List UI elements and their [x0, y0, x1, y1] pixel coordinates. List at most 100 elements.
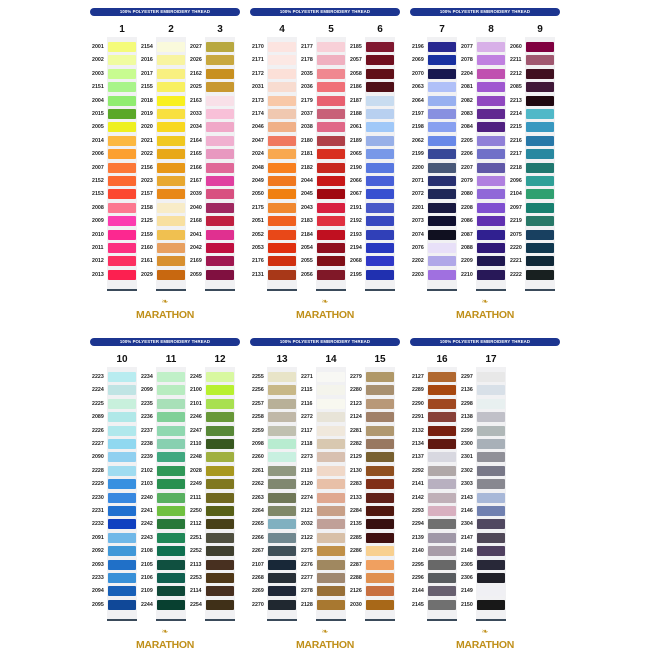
thread-swatch — [206, 216, 234, 227]
thread-swatch — [477, 492, 505, 503]
thread-swatch — [157, 202, 185, 213]
thread-swatch — [366, 269, 394, 280]
thread-code: 2243 — [141, 534, 153, 541]
thread-code: 2161 — [141, 258, 153, 265]
thread-code: 2276 — [301, 561, 313, 568]
thread-swatch — [108, 385, 136, 396]
thread-swatch — [206, 256, 234, 267]
thread-code: 2136 — [461, 387, 473, 394]
thread-swatch — [157, 243, 185, 253]
thread-swatch — [206, 546, 234, 557]
thread-code: 2282 — [350, 441, 362, 447]
thread-code: 2247 — [190, 427, 202, 434]
thread-code: 2004 — [92, 97, 104, 104]
thread-code: 2201 — [412, 204, 424, 211]
thread-code: 2081 — [461, 84, 473, 91]
thread-swatch — [268, 506, 296, 516]
thread-swatch — [477, 202, 505, 213]
thread-code: 2298 — [461, 400, 473, 407]
thread-swatch — [108, 465, 136, 476]
marathon-logo: ❧ MARATHON — [410, 298, 560, 323]
thread-swatch — [428, 479, 456, 490]
thread-code: 2005 — [92, 124, 104, 131]
thread-swatch — [317, 229, 345, 240]
thread-swatch — [108, 256, 136, 267]
thread-code: 2217 — [510, 151, 522, 158]
thread-code: 2122 — [301, 534, 313, 541]
thread-code: 2110 — [190, 441, 202, 447]
thread-code: 2118 — [301, 441, 313, 447]
thread-swatch — [366, 109, 394, 119]
thread-swatch — [268, 492, 296, 503]
thread-code: 2006 — [92, 151, 104, 158]
thread-code: 2107 — [252, 561, 264, 568]
logo-flame-icon: ❧ — [481, 297, 489, 306]
thread-code: 2203 — [412, 271, 424, 278]
thread-swatch — [366, 586, 394, 597]
thread-code: 2133 — [350, 494, 362, 501]
thread-code: 2158 — [141, 204, 153, 211]
thread-swatch — [428, 55, 456, 66]
logo-flame-icon: ❧ — [161, 297, 169, 306]
thread-swatch — [317, 412, 345, 423]
thread-swatch — [268, 372, 296, 382]
thread-code: 2153 — [92, 191, 104, 198]
card-banner: 100% POLYESTER EMBROIDERY THREAD — [250, 338, 400, 346]
thread-swatch — [526, 176, 554, 186]
thread-code: 2033 — [190, 111, 202, 117]
thread-code: 2018 — [141, 97, 153, 104]
thread-code: 2020 — [141, 124, 153, 131]
thread-code: 2258 — [252, 414, 264, 421]
thread-swatch — [526, 109, 554, 119]
thread-swatch — [477, 95, 505, 106]
thread-swatch — [428, 149, 456, 160]
thread-swatch — [366, 599, 394, 610]
thread-code: 2200 — [412, 164, 424, 171]
thread-swatch — [477, 256, 505, 267]
thread-swatch — [108, 425, 136, 436]
thread-swatch — [366, 439, 394, 449]
thread-code: 2097 — [510, 204, 522, 211]
thread-swatch — [428, 176, 456, 186]
column-number: 11 — [165, 354, 177, 365]
thread-code: 2196 — [412, 44, 424, 50]
thread-swatch — [477, 506, 505, 516]
thread-code: 2154 — [141, 44, 153, 50]
thread-code: 2030 — [350, 601, 362, 608]
thread-code: 2067 — [350, 191, 362, 198]
thread-swatch — [428, 42, 456, 52]
thread-swatch — [477, 68, 505, 79]
thread-swatch — [366, 243, 394, 253]
thread-code: 2082 — [461, 97, 473, 104]
thread-code: 2212 — [510, 70, 522, 77]
thread-code: 2007 — [92, 164, 104, 171]
thread-swatch — [108, 479, 136, 490]
thread-swatch — [317, 269, 345, 280]
thread-swatch — [108, 82, 136, 93]
thread-code: 2266 — [252, 534, 264, 541]
thread-code: 2190 — [350, 164, 362, 171]
thread-swatch — [526, 149, 554, 160]
thread-swatch — [108, 532, 136, 543]
thread-code: 2245 — [190, 374, 202, 380]
thread-swatch — [268, 439, 296, 449]
thread-code: 2143 — [461, 494, 473, 501]
thread-swatch — [268, 243, 296, 253]
thread-code: 2287 — [350, 561, 362, 568]
marathon-logo: ❧ MARATHON — [90, 298, 240, 323]
thread-swatch — [317, 559, 345, 570]
thread-code: 2041 — [190, 231, 202, 238]
thread-code: 2174 — [252, 111, 264, 117]
thread-code: 2187 — [350, 97, 362, 104]
thread-swatch — [206, 425, 234, 436]
thread-code: 2230 — [92, 494, 104, 501]
thread-code: 2213 — [510, 97, 522, 104]
thread-code: 2278 — [301, 588, 313, 595]
thread-code: 2073 — [412, 218, 424, 225]
thread-swatch — [108, 55, 136, 66]
thread-swatch — [268, 149, 296, 160]
thread-swatch — [366, 425, 394, 436]
thread-swatch — [366, 385, 394, 396]
thread-swatch — [317, 465, 345, 476]
thread-swatch — [206, 532, 234, 543]
